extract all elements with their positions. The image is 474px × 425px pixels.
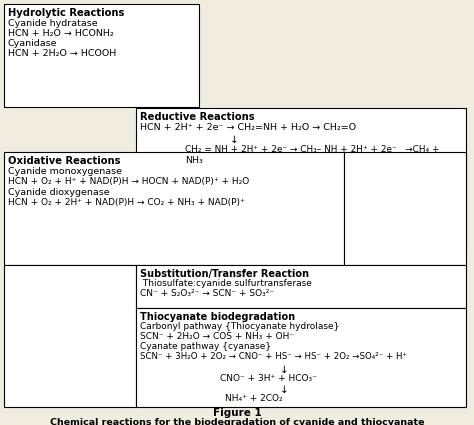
- Text: SCN⁻ + 3H₂O + 2O₂ → CNO⁻ + HS⁻ → HS⁻ + 2O₂ →SO₄²⁻ + H⁺: SCN⁻ + 3H₂O + 2O₂ → CNO⁻ + HS⁻ → HS⁻ + 2…: [140, 352, 407, 361]
- Bar: [344, 152, 466, 265]
- Text: HCN + O₂ + 2H⁺ + NAD(P)H → CO₂ + NH₃ + NAD(P)⁺: HCN + O₂ + 2H⁺ + NAD(P)H → CO₂ + NH₃ + N…: [8, 198, 245, 207]
- Bar: [4, 4, 199, 107]
- Text: Figure 1: Figure 1: [213, 408, 261, 418]
- Text: NH₄⁺ + 2CO₂: NH₄⁺ + 2CO₂: [225, 394, 283, 403]
- Text: Thiocyanate biodegradation: Thiocyanate biodegradation: [140, 312, 295, 322]
- Text: CN⁻ + S₂O₃²⁻ → SCN⁻ + SO₃²⁻: CN⁻ + S₂O₃²⁻ → SCN⁻ + SO₃²⁻: [140, 289, 274, 298]
- Bar: [4, 152, 344, 265]
- Text: HCN + H₂O → HCONH₂: HCN + H₂O → HCONH₂: [8, 29, 114, 38]
- Text: CH₂ = NH + 2H⁺ + 2e⁻ → CH₃– NH + 2H⁺ + 2e⁻   →CH₄ +: CH₂ = NH + 2H⁺ + 2e⁻ → CH₃– NH + 2H⁺ + 2…: [185, 145, 439, 154]
- Text: NH₃: NH₃: [185, 156, 203, 165]
- Text: Thiosulfate:cyanide sulfurtransferase: Thiosulfate:cyanide sulfurtransferase: [140, 279, 312, 288]
- Text: Cyanide hydratase: Cyanide hydratase: [8, 19, 98, 28]
- Text: Reductive Reactions: Reductive Reactions: [140, 112, 255, 122]
- Text: Cyanide monoxygenase: Cyanide monoxygenase: [8, 167, 122, 176]
- Bar: [136, 265, 466, 308]
- Text: CNO⁻ + 3H⁺ + HCO₃⁻: CNO⁻ + 3H⁺ + HCO₃⁻: [220, 374, 317, 383]
- Text: ↓: ↓: [280, 385, 289, 395]
- Text: Cyanide dioxygenase: Cyanide dioxygenase: [8, 188, 109, 197]
- Text: Substitution/Transfer Reaction: Substitution/Transfer Reaction: [140, 269, 309, 279]
- Text: Cyanidase: Cyanidase: [8, 39, 57, 48]
- Text: Oxidative Reactions: Oxidative Reactions: [8, 156, 120, 166]
- Text: ↓: ↓: [280, 365, 289, 375]
- Text: ↓: ↓: [230, 135, 239, 145]
- Bar: [136, 308, 466, 407]
- Text: HCN + 2H⁺ + 2e⁻ → CH₂=NH + H₂O → CH₂=O: HCN + 2H⁺ + 2e⁻ → CH₂=NH + H₂O → CH₂=O: [140, 123, 356, 132]
- Bar: [136, 108, 466, 248]
- Text: HCN + O₂ + H⁺ + NAD(P)H → HOCN + NAD(P)⁺ + H₂O: HCN + O₂ + H⁺ + NAD(P)H → HOCN + NAD(P)⁺…: [8, 177, 249, 186]
- Text: Cyanate pathway {cyanase}: Cyanate pathway {cyanase}: [140, 342, 271, 351]
- Text: HCN + 2H₂O → HCOOH: HCN + 2H₂O → HCOOH: [8, 49, 116, 58]
- Text: Hydrolytic Reactions: Hydrolytic Reactions: [8, 8, 124, 18]
- Text: Carbonyl pathway {Thiocyanate hydrolase}: Carbonyl pathway {Thiocyanate hydrolase}: [140, 322, 339, 331]
- Text: SCN⁻ + 2H₂O → COS + NH₃ + OH⁻: SCN⁻ + 2H₂O → COS + NH₃ + OH⁻: [140, 332, 294, 341]
- Text: Chemical reactions for the biodegradation of cyanide and thiocyanate: Chemical reactions for the biodegradatio…: [50, 418, 424, 425]
- Bar: [4, 265, 136, 407]
